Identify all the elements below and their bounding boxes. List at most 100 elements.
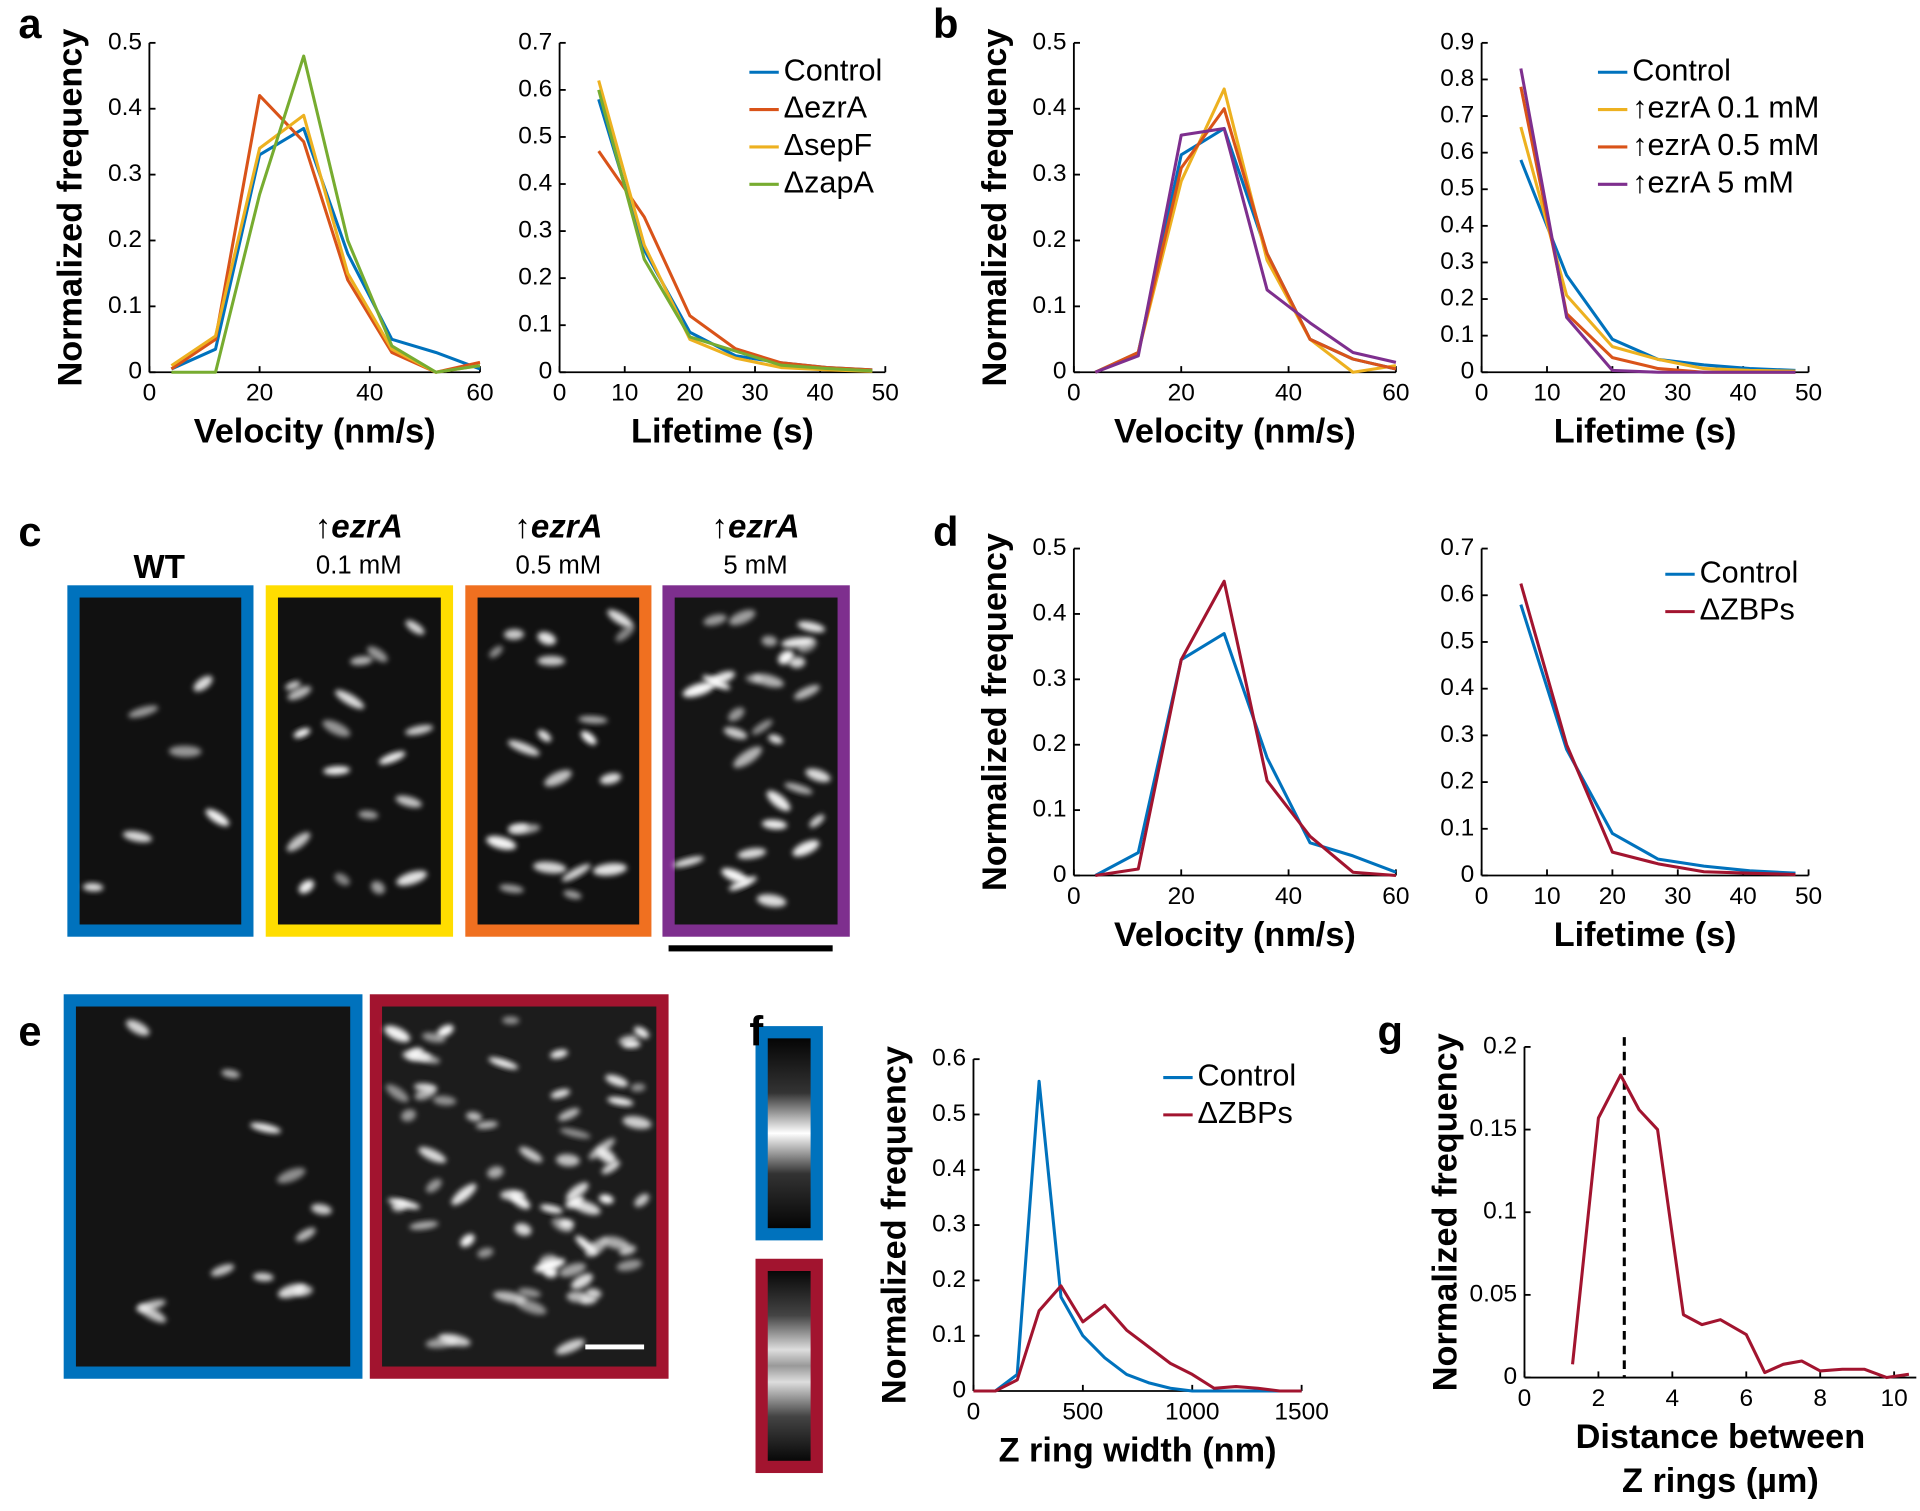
y-tick-label: 0.2 [1033, 730, 1067, 757]
spot [559, 1262, 587, 1277]
x-axis-label: Velocity (nm/s) [1114, 916, 1356, 954]
spot [571, 1199, 601, 1215]
spot [221, 1069, 240, 1079]
x-axis-label: Lifetime (s) [1554, 413, 1737, 451]
y-tick-label: 0.4 [1033, 94, 1067, 121]
spot [805, 768, 831, 783]
series-line [597, 89, 873, 373]
panel-letter: g [1378, 1008, 1403, 1055]
series-line [1519, 68, 1796, 374]
y-tick-label: 0.5 [932, 1100, 966, 1127]
image-label: 5 mM [723, 552, 787, 580]
x-axis-label: Velocity (nm/s) [194, 413, 436, 451]
series-line [1094, 126, 1397, 374]
y-tick-label: 0.6 [1440, 581, 1474, 608]
x-tick-label: 0 [1475, 380, 1489, 407]
y-tick-label: 0.1 [108, 292, 142, 319]
series-line [1095, 579, 1397, 878]
x-tick-label: 0 [553, 380, 567, 407]
spot [761, 819, 788, 830]
y-tick-label: 0.2 [932, 1266, 966, 1293]
y-tick-label: 0.1 [1440, 321, 1474, 348]
legend-label: ΔZBPs [1700, 593, 1795, 627]
x-tick-label: 1500 [1274, 1399, 1328, 1426]
spot [756, 894, 787, 907]
spot [809, 814, 825, 828]
spot [605, 1074, 629, 1087]
x-tick-label: 40 [1730, 883, 1757, 910]
spot [193, 675, 213, 692]
scale-bar [668, 945, 833, 952]
spot [737, 848, 767, 859]
panel-letter: e [18, 1008, 41, 1055]
x-tick-label: 50 [872, 380, 899, 407]
spot [295, 1227, 316, 1242]
y-tick-label: 0 [953, 1376, 967, 1403]
spot [575, 1235, 597, 1255]
y-axis-label: Normalized frequency [976, 533, 1014, 891]
spot [335, 690, 365, 709]
y-tick-label: 0.4 [1440, 211, 1474, 238]
y-tick-label: 0.7 [1440, 534, 1474, 561]
spot [405, 724, 434, 736]
spot [634, 1026, 650, 1039]
micrograph [369, 994, 669, 1379]
spot [367, 646, 388, 663]
legend-label: Control [1198, 1059, 1297, 1093]
spot [378, 751, 406, 765]
x-tick-label: 40 [1275, 380, 1302, 407]
x-tick-label: 10 [1533, 380, 1560, 407]
series-line [1519, 583, 1796, 877]
spot [559, 1128, 591, 1139]
y-tick-label: 0.1 [1033, 292, 1067, 319]
spot [550, 1049, 568, 1059]
legend-label: ΔZBPs [1198, 1096, 1293, 1130]
x-tick-label: 4 [1666, 1385, 1680, 1412]
spot [599, 773, 622, 785]
image-label: 0.5 mM [516, 552, 602, 580]
spot [599, 1194, 614, 1204]
x-tick-label: 0 [1067, 883, 1081, 910]
series-line [973, 1079, 1302, 1393]
x-tick-label: 20 [1168, 380, 1195, 407]
spot [682, 682, 715, 698]
y-tick-label: 0.8 [1440, 65, 1474, 92]
spot [489, 645, 503, 658]
spot [500, 1189, 525, 1201]
y-tick-label: 0.1 [1440, 814, 1474, 841]
y-tick-label: 0.1 [1483, 1198, 1517, 1225]
legend-label: ↑ezrA 5 mM [1632, 165, 1794, 199]
x-tick-label: 40 [1730, 380, 1757, 407]
y-tick-label: 0.4 [1440, 674, 1474, 701]
panel-letter: f [749, 1008, 763, 1055]
y-tick-label: 0.3 [932, 1211, 966, 1238]
spot [503, 629, 525, 640]
x-tick-label: 20 [1599, 883, 1626, 910]
average-ring [755, 1258, 823, 1474]
y-tick-label: 0 [1461, 861, 1475, 888]
x-axis-label: Velocity (nm/s) [1114, 413, 1356, 451]
image-label: 0.1 mM [316, 552, 402, 580]
spot [709, 671, 735, 685]
spot [672, 856, 704, 868]
spot [593, 863, 627, 876]
spot [537, 631, 556, 645]
spot [797, 621, 826, 633]
spot [210, 1264, 235, 1277]
image-label: ↑ezrA [315, 509, 403, 546]
spot [601, 1236, 630, 1250]
spots [82, 609, 831, 1355]
x-tick-label: 2 [1592, 1385, 1606, 1412]
spot [752, 673, 784, 688]
spot [384, 1025, 411, 1042]
panel-letter: a [18, 0, 42, 47]
y-tick-label: 0.1 [932, 1321, 966, 1348]
spot [350, 656, 373, 666]
spot [630, 1083, 646, 1092]
spot [82, 883, 104, 892]
spot [371, 881, 385, 895]
spot [286, 832, 311, 852]
legend-label: ΔsepF [784, 128, 873, 162]
spot [205, 809, 230, 827]
y-tick-label: 0.05 [1470, 1280, 1518, 1307]
